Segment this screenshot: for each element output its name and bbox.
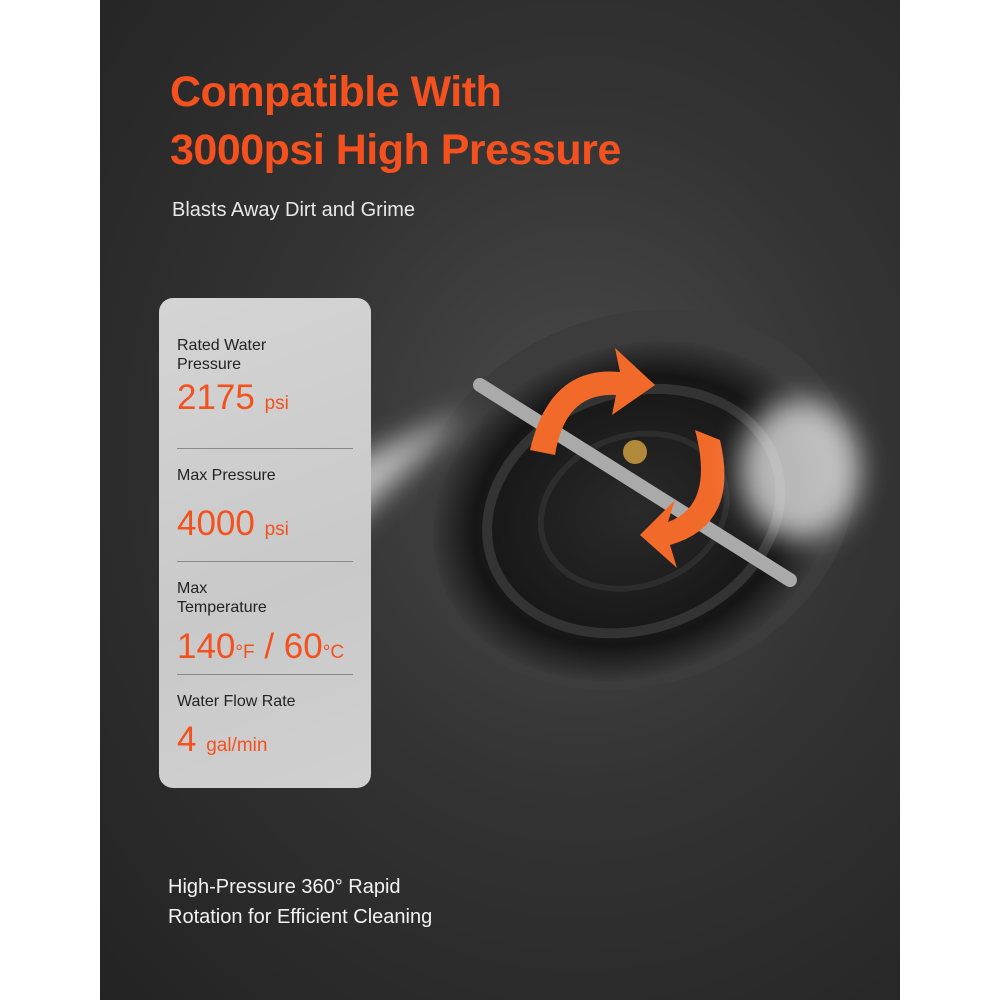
spec-label: Max Temperature [177, 580, 267, 616]
spec-label: Water Flow Rate [177, 693, 296, 710]
spray-bar [473, 378, 797, 587]
subtitle: Blasts Away Dirt and Grime [172, 199, 416, 221]
spec-rated-pressure: Rated Water Pressure 2175 psi [177, 336, 353, 449]
rotation-arrows-icon [530, 348, 725, 568]
spec-flow-rate: Water Flow Rate 4 gal/min [177, 675, 353, 788]
headline-line-1: Compatible With [170, 68, 502, 116]
spec-max-pressure: Max Pressure 4000 psi [177, 449, 353, 562]
headline-line-2: 3000psi High Pressure [170, 126, 621, 174]
feature-caption: High-Pressure 360° Rapid Rotation for Ef… [168, 872, 432, 932]
caption-line-1: High-Pressure 360° Rapid [168, 876, 401, 898]
spec-value: 4000 psi [177, 504, 289, 543]
brass-hub [623, 440, 647, 464]
spec-value: 4 gal/min [177, 720, 268, 759]
spec-card: Rated Water Pressure 2175 psi Max Pressu… [159, 298, 371, 788]
spec-value: 140°F / 60°C [177, 627, 345, 666]
spec-label: Max Pressure [177, 467, 276, 484]
spec-max-temperature: Max Temperature 140°F / 60°C [177, 562, 353, 675]
product-panel: Compatible With 3000psi High Pressure Bl… [100, 0, 900, 1000]
spec-value: 2175 psi [177, 378, 289, 417]
spec-label: Rated Water Pressure [177, 337, 267, 373]
caption-line-2: Rotation for Efficient Cleaning [168, 906, 433, 928]
